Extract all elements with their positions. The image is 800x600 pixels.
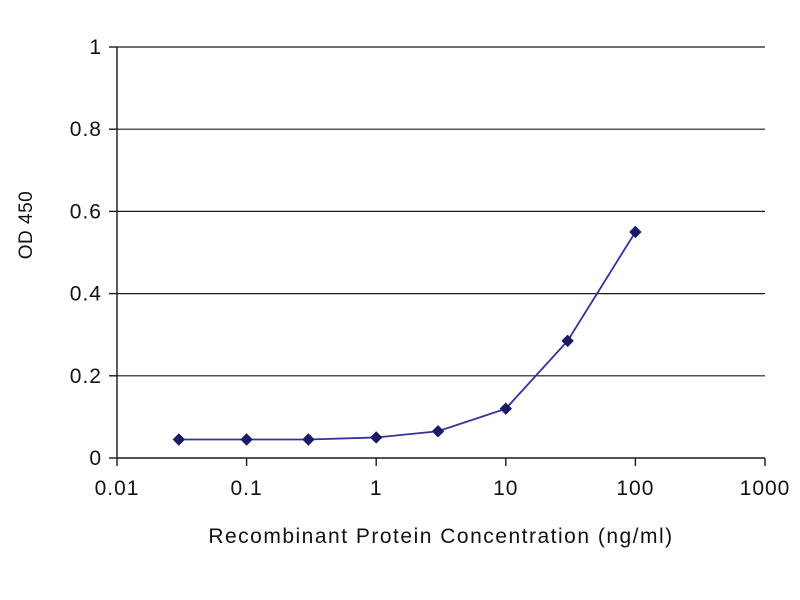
y-tick-label: 0.8 (70, 118, 102, 141)
y-tick-label: 0.4 (70, 283, 102, 306)
x-tick-label: 100 (616, 477, 654, 500)
x-tick-label: 1 (370, 477, 383, 500)
tick-labels: 0 0.2 0.4 0.6 0.8 1 0.01 0.1 1 10 100 1000 (70, 36, 791, 500)
data-series (172, 225, 642, 446)
data-point-marker (172, 433, 186, 446)
y-tick-label: 0.2 (70, 365, 102, 388)
x-axis-title: Recombinant Protein Concentration (ng/ml… (208, 525, 673, 548)
data-point-marker (302, 433, 315, 446)
x-tick-label: 1000 (740, 477, 791, 500)
data-point-marker (431, 425, 445, 438)
series-line (178, 231, 637, 441)
data-point-marker (369, 431, 383, 444)
x-tick-label: 0.01 (95, 477, 140, 500)
x-tick-label: 10 (493, 477, 518, 500)
data-point-marker (629, 225, 642, 239)
y-tick-label: 0.6 (70, 200, 102, 223)
data-point-marker (499, 402, 513, 415)
y-tick-label: 1 (89, 36, 102, 59)
y-axis-title: OD 450 (16, 191, 37, 259)
tick-marks (109, 46, 766, 466)
data-point-marker (240, 433, 253, 446)
y-tick-label: 0 (89, 447, 102, 470)
x-tick-label: 0.1 (230, 477, 262, 500)
data-point-marker (561, 334, 574, 348)
gridlines (117, 46, 765, 377)
axes (116, 47, 765, 459)
